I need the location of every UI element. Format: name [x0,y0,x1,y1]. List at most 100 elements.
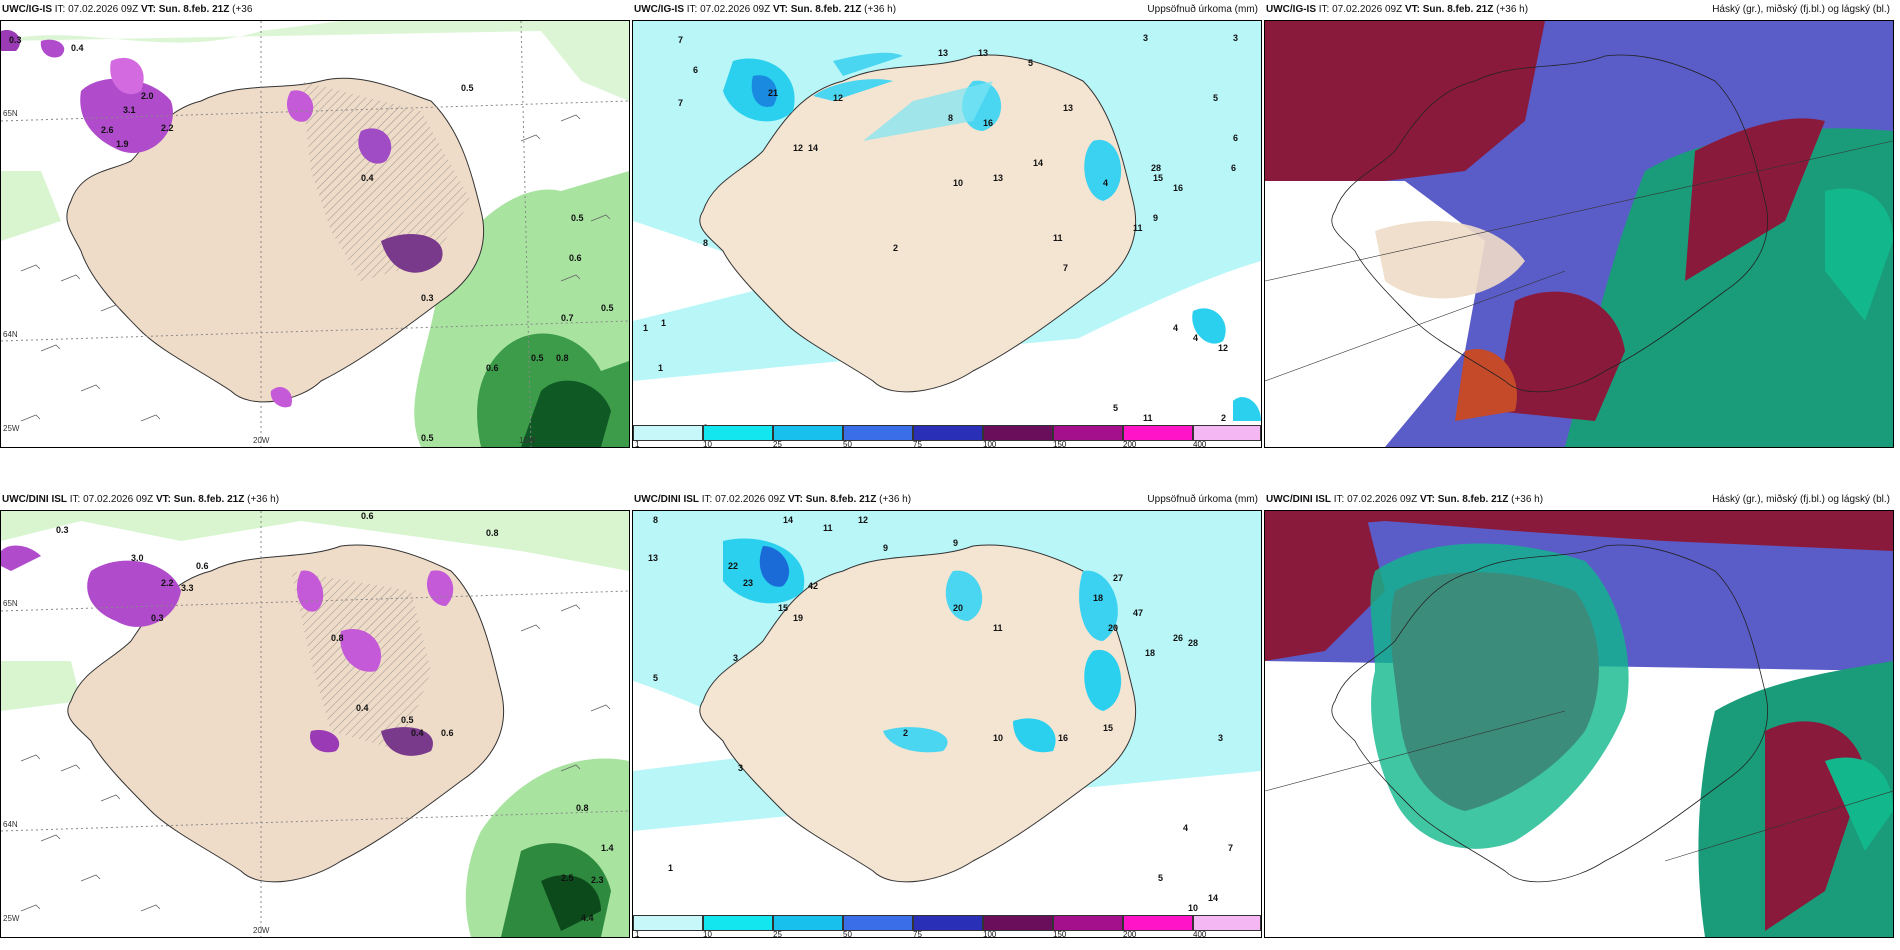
colorbar-seg [843,915,913,931]
colorbar-tick: 150 [1053,930,1067,938]
precip-label: 5 [1158,873,1163,883]
snow-label: 2.2 [161,578,174,588]
init-time: IT: 07.02.2026 09Z [1318,4,1403,15]
precip-map-svg: 7 6 7 13 12 13 5 3 21 12 14 8 16 13 11 1… [633,21,1261,447]
snow-label: 0.4 [411,728,424,738]
precip-label: 21 [768,88,778,98]
lead-time: (+36 h) [864,4,897,15]
precip-label: 13 [978,48,988,58]
precip-label: 20 [953,603,963,613]
map-area[interactable]: 0.3 0.4 2.2 3.1 2.0 2.6 1.9 0.5 0.4 0.3 … [0,20,630,448]
snow-label: 0.4 [71,43,84,53]
panel-ig-snow: UWC/IG-IS IT: 07.02.2026 09Z VT: Sun. 8.… [0,0,630,448]
precip-label: 6 [1233,133,1238,143]
field-title: Uppsöfnuð úrkoma (mm) [1147,494,1258,505]
map-area[interactable] [1264,20,1894,448]
snow-label: 3.1 [123,105,136,115]
snow-label: 1.4 [601,843,614,853]
colorbar-seg [983,915,1053,931]
precip-label: 20 [1108,623,1118,633]
snow-label: 0.6 [486,363,499,373]
precip-label: 10 [993,733,1003,743]
precip-label: 3 [738,763,743,773]
precip-label: 11 [823,523,833,533]
precip-label: 7 [678,98,683,108]
cloud-map-svg [1265,511,1893,937]
snow-label: 0.5 [571,213,584,223]
snow-label: 2.5 [561,873,574,883]
lead-time: (+36 [232,4,253,15]
colorbar-tick: 25 [773,930,782,938]
precip-label: 14 [1033,158,1043,168]
precip-label: 7 [1063,263,1068,273]
precip-label: 26 [1173,633,1183,643]
precip-label: 18 [1145,648,1155,658]
valid-time: VT: Sun. 8.feb. 21Z [1419,494,1509,505]
precip-label: 12 [793,143,803,153]
panel-header: UWC/DINI ISL IT: 07.02.2026 09Z VT: Sun.… [632,490,1262,510]
snow-label: 2.2 [161,123,174,133]
precip-label: 47 [1133,608,1143,618]
precip-label: 4 [1173,323,1178,333]
map-area[interactable]: 8 14 11 12 13 9 22 23 15 19 42 9 20 11 1… [632,510,1262,938]
model-name: UWC/IG-IS [1266,4,1316,15]
panel-ig-precip: UWC/IG-IS IT: 07.02.2026 09Z VT: Sun. 8.… [632,0,1262,448]
map-area[interactable]: 7 6 7 13 12 13 5 3 21 12 14 8 16 13 11 1… [632,20,1262,448]
precip-label: 2 [903,728,908,738]
init-time: IT: 07.02.2026 09Z [69,494,154,505]
lon-label: 20W [253,436,270,445]
precip-label: 8 [653,515,658,525]
precip-label: 5 [653,673,658,683]
precip-label: 15 [778,603,788,613]
lon-label: 15W [519,436,536,445]
snow-label: 2.0 [141,91,154,101]
init-time: IT: 07.02.2026 09Z [686,4,771,15]
colorbar-seg [913,915,983,931]
map-area[interactable]: 0.3 0.6 0.8 3.0 2.2 3.3 0.6 0.4 0.3 0.8 … [0,510,630,938]
model-name: UWC/DINI ISL [634,494,699,505]
colorbar-seg [1053,425,1123,441]
colorbar-tick: 10 [703,930,712,938]
precip-label: 5 [1028,58,1033,68]
snow-label: 0.5 [401,715,414,725]
precip-label: 14 [808,143,818,153]
colorbar-seg [983,425,1053,441]
map-area[interactable] [1264,510,1894,938]
precip-label: 4 [1103,178,1108,188]
precip-label: 28 [1188,638,1198,648]
snow-map-svg: 0.3 0.4 2.2 3.1 2.0 2.6 1.9 0.5 0.4 0.3 … [1,21,629,447]
panel-header: UWC/IG-IS IT: 07.02.2026 09Z VT: Sun. 8.… [1264,0,1894,20]
snow-label: 0.7 [561,313,574,323]
model-name: UWC/IG-IS [2,4,52,15]
precip-label: 2 [1221,413,1226,423]
precip-label: 8 [948,113,953,123]
lat-label: 64N [3,330,18,339]
snow-labels: 0.3 0.6 0.8 3.0 2.2 3.3 0.6 0.4 0.3 0.8 … [56,511,614,923]
snow-label: 0.5 [461,83,474,93]
colorbar-tick: 75 [913,930,922,938]
panel-header: UWC/IG-IS IT: 07.02.2026 09Z VT: Sun. 8.… [0,0,630,20]
precip-label: 16 [983,118,993,128]
valid-time: VT: Sun. 8.feb. 21Z [1404,4,1494,15]
precip-label: 11 [1143,413,1153,423]
panel-dini-snow: UWC/DINI ISL IT: 07.02.2026 09Z VT: Sun.… [0,490,630,938]
snow-label: 3.0 [131,553,144,563]
colorbar-tick: 200 [1123,930,1137,938]
precip-label: 11 [1053,233,1063,243]
lat-label: 65N [3,599,18,608]
lon-label: 25W [3,424,20,433]
precip-label: 1 [668,863,673,873]
lead-time: (+36 h) [247,494,280,505]
precip-label: 14 [783,515,793,525]
colorbar-seg [913,425,983,441]
snow-label: 0.5 [531,353,544,363]
precip-label: 14 [1208,893,1218,903]
precip-label: 3 [733,653,738,663]
snow-label: 0.5 [601,303,614,313]
field-title: Uppsöfnuð úrkoma (mm) [1147,4,1258,15]
lead-time: (+36 h) [879,494,912,505]
colorbar-seg [1053,915,1123,931]
snow-map-svg: 0.3 0.6 0.8 3.0 2.2 3.3 0.6 0.4 0.3 0.8 … [1,511,629,937]
precip-label: 28 [1151,163,1161,173]
lon-label: 20W [253,926,270,935]
